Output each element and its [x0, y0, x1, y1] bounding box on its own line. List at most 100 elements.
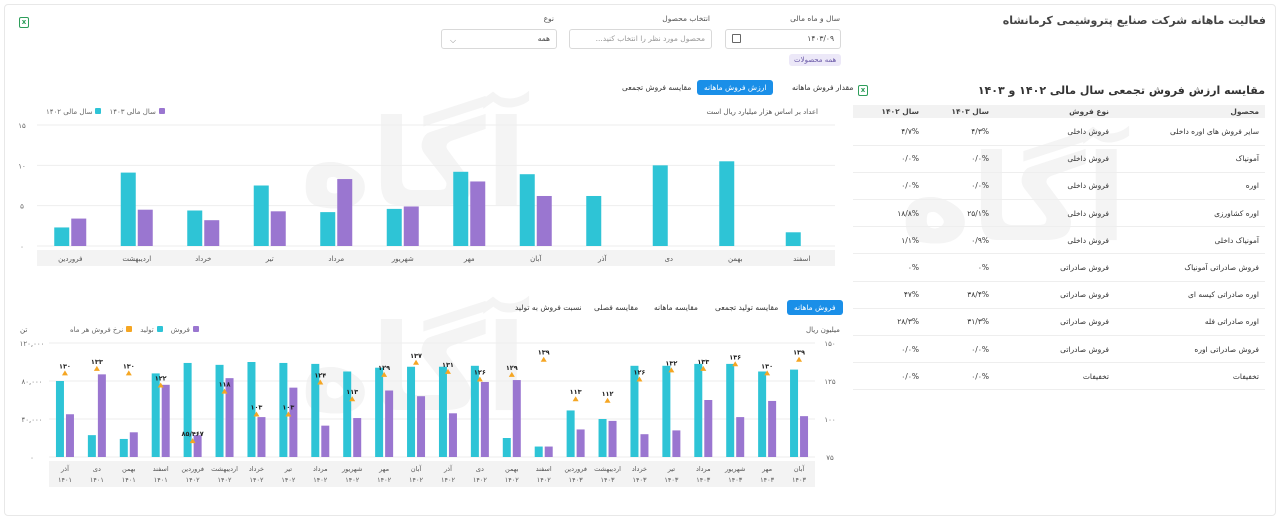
x-tick-month: مهر [761, 465, 772, 473]
x-tick-month: فروردین [564, 465, 587, 473]
bar-1402 [453, 171, 469, 246]
rate-marker [476, 376, 483, 382]
bar-sales [161, 384, 170, 457]
tab-cumulative-production[interactable]: مقایسه تولید تجمعی [715, 303, 779, 312]
rate-marker [540, 356, 547, 362]
bar-production [534, 446, 543, 457]
chart-top-note: اعداد بر اساس هزار میلیارد ریال است [706, 108, 818, 116]
rate-data-label: ۱۳۶ [729, 353, 741, 361]
rate-data-label: ۱۲۹ [378, 364, 390, 372]
bar-production [311, 363, 320, 457]
x-tick-label: بهمن [728, 255, 743, 263]
x-tick-month: اردیبهشت [211, 465, 238, 473]
bar-1402 [719, 161, 735, 246]
legend-item-1403[interactable]: سال مالی ۱۴۰۳ [109, 108, 165, 116]
table-row: اوره صادراتی کیسه ای فروش صادراتی ۳۸/۴% ۴۷% [853, 281, 1265, 309]
tab-monthly-compare[interactable]: مقایسه ماهانه [654, 303, 698, 312]
x-tick-year: ۱۴۰۲ [249, 476, 263, 484]
bar-sales [544, 446, 553, 457]
cell-1402: ۲۸/۳% [853, 308, 925, 337]
rate-data-label: ۱۳۰ [761, 362, 773, 370]
legend-swatch [126, 326, 133, 332]
bar-sales [672, 430, 681, 457]
x-tick-year: ۱۴۰۳ [792, 476, 806, 484]
period-field[interactable]: ۱۴۰۳/۰۹ [725, 29, 841, 49]
tab-monthly-sales[interactable]: فروش ماهانه [787, 300, 843, 315]
x-tick-month: خرداد [632, 465, 647, 473]
rate-marker [444, 368, 451, 374]
table-excel-export-icon[interactable]: x [858, 85, 868, 96]
cell-sale-type: فروش داخلی [995, 226, 1115, 255]
tab-cumulative-sales-compare[interactable]: مقایسه فروش تجمعی [622, 83, 692, 92]
x-tick-year: ۱۴۰۳ [728, 476, 742, 484]
x-tick-month: شهریور [724, 465, 745, 473]
excel-export-icon[interactable]: x [19, 17, 29, 28]
legend-item-sales[interactable]: فروش [171, 326, 199, 334]
legend-swatch [192, 326, 199, 332]
bar-production [758, 371, 767, 457]
top-chart-legend: سال مالی ۱۴۰۳ سال مالی ۱۴۰۲ [46, 108, 165, 116]
tab-seasonal-compare[interactable]: مقایسه فصلی [594, 303, 639, 312]
cell-product: اوره [1115, 172, 1265, 201]
rate-data-label: ۸۵/۴۶۷ [182, 430, 204, 438]
x-tick-month: اردیبهشت [594, 465, 621, 473]
bar-sales [97, 374, 106, 457]
table-row: تخفیفات تخفیفات ۰/۰% ۰/۰% [853, 362, 1265, 391]
bar-sales [448, 413, 457, 457]
legend-item-rate[interactable]: نرخ فروش هر ماه [70, 326, 133, 334]
bar-1403 [270, 211, 286, 246]
cell-sale-type: فروش داخلی [995, 145, 1115, 173]
cell-1402: ۰/۰% [853, 172, 925, 201]
x-tick-year: ۱۴۰۲ [281, 476, 295, 484]
rate-marker [700, 365, 707, 371]
bar-1403 [137, 209, 153, 246]
tab-monthly-sales-amount[interactable]: مقدار فروش ماهانه [792, 83, 854, 92]
rate-data-label: ۱۳۹ [793, 349, 805, 357]
legend-label: فروش [170, 326, 190, 334]
all-products-tag[interactable]: همه محصولات [789, 54, 842, 66]
legend-item-production[interactable]: تولید [140, 326, 163, 334]
x-tick-year: ۱۴۰۲ [505, 476, 519, 484]
bar-1402 [253, 185, 269, 246]
rate-marker [413, 359, 420, 365]
x-tick-label: شهریور [391, 255, 414, 263]
table-row: فروش صادراتی آمونیاک فروش صادراتی ۰% ۰% [853, 253, 1265, 282]
x-tick-month: دی [476, 465, 484, 473]
bar-1403 [536, 195, 552, 246]
x-tick-year: ۱۴۰۱ [90, 476, 104, 484]
legend-item-1402[interactable]: سال مالی ۱۴۰۲ [46, 108, 102, 116]
cell-1403: ۰/۰% [925, 362, 995, 391]
cell-sale-type: فروش صادراتی [995, 308, 1115, 337]
cell-sale-type: تخفیفات [995, 362, 1115, 391]
product-select[interactable]: محصول مورد نظر را انتخاب کنید... [569, 29, 712, 49]
bar-1403 [470, 181, 486, 246]
bar-sales [800, 416, 809, 457]
type-value: همه [537, 34, 550, 43]
tab-sales-production-ratio[interactable]: نسبت فروش به تولید [515, 303, 582, 312]
bar-1402 [54, 227, 70, 246]
card-frame [4, 4, 1276, 516]
right-axis-unit: میلیون ریال [806, 326, 840, 334]
x-tick-month: آبان [411, 464, 423, 473]
rate-data-label: ۱۳۹ [538, 349, 550, 357]
bar-sales [129, 432, 138, 457]
bottom-chart-legend: فروش تولید نرخ فروش هر ماه [70, 326, 199, 334]
x-tick-month: مرداد [696, 465, 711, 473]
cell-1402: ۰/۰% [853, 145, 925, 173]
cell-1403: ۰/۰% [925, 335, 995, 364]
bar-sales [480, 381, 489, 457]
bar-sales [576, 429, 585, 457]
cell-sale-type: فروش داخلی [995, 199, 1115, 228]
tab-monthly-sales-value[interactable]: ارزش فروش ماهانه [697, 80, 774, 95]
x-tick-month: مهر [378, 465, 389, 473]
cell-sale-type: فروش صادراتی [995, 335, 1115, 364]
x-tick-month: دی [93, 465, 101, 473]
x-tick-year: ۱۴۰۲ [186, 476, 200, 484]
x-tick-year: ۱۴۰۳ [696, 476, 710, 484]
legend-swatch [158, 108, 165, 114]
cell-product: فروش صادراتی آمونیاک [1115, 253, 1265, 282]
table-row: فروش صادراتی اوره فروش صادراتی ۰/۰% ۰/۰% [853, 335, 1265, 364]
type-select[interactable]: همه ⌵ [441, 29, 557, 49]
right-tick-label: ۱۰۰ [824, 416, 835, 424]
